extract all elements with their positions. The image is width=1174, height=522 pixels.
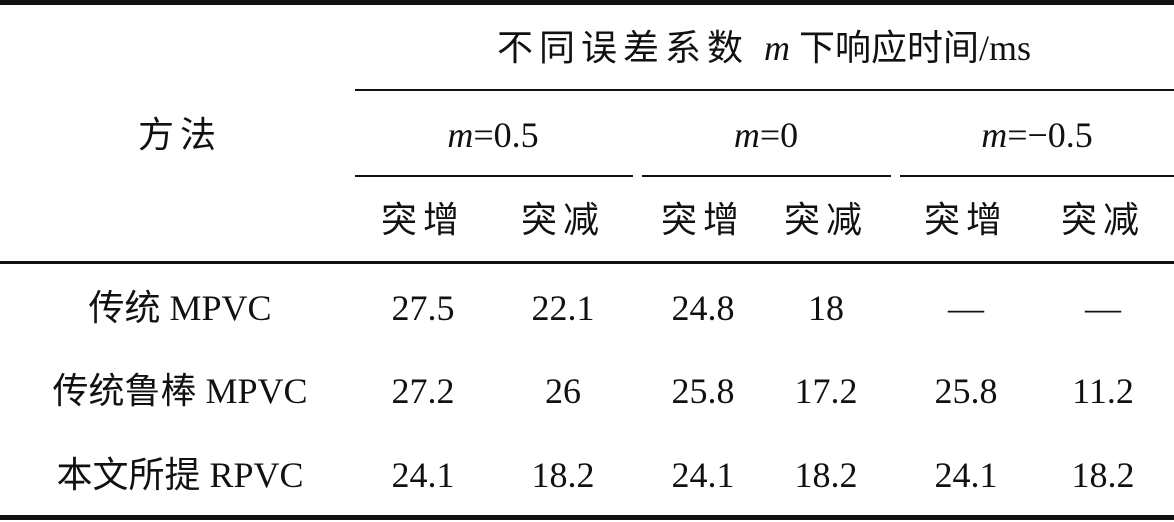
m-value: =0 — [759, 115, 799, 155]
value-cell: 18.2 — [794, 455, 858, 495]
m-value: =−0.5 — [1007, 115, 1093, 155]
m-var: m — [447, 115, 474, 155]
m-var: m — [733, 115, 760, 155]
m-group-rule-2 — [642, 175, 891, 177]
m-group-rule-1 — [355, 175, 633, 177]
value-cell: 24.1 — [391, 455, 455, 495]
value-cell: 17.2 — [794, 371, 858, 411]
method-header: 方法 — [137, 115, 223, 155]
value-cell: 22.1 — [531, 288, 595, 328]
top-rule — [0, 0, 1174, 5]
value-cell: 25.8 — [934, 371, 998, 411]
group-header-var: m — [764, 28, 790, 68]
value-cell: 24.8 — [671, 288, 735, 328]
sub-header: 突增 — [380, 200, 466, 240]
group-header-rule — [355, 89, 1174, 91]
m-var: m — [981, 115, 1008, 155]
bottom-rule — [0, 515, 1174, 520]
sub-header: 突减 — [1060, 200, 1146, 240]
method-cell: 传统 MPVC — [88, 288, 272, 328]
value-cell: 24.1 — [934, 455, 998, 495]
m-group-header: m=0 — [734, 117, 798, 153]
group-header: 不同误差系数 m 下响应时间/ms — [497, 30, 1031, 66]
value-cell: 18.2 — [1071, 455, 1135, 495]
value-cell: 18.2 — [531, 455, 595, 495]
header-bottom-rule — [0, 261, 1174, 264]
value-cell: 27.5 — [391, 288, 455, 328]
value-cell: — — [948, 288, 984, 328]
m-group-header: m=−0.5 — [981, 117, 1093, 153]
value-cell: 24.1 — [671, 455, 735, 495]
value-cell: 26 — [545, 371, 581, 411]
value-cell: 11.2 — [1072, 371, 1134, 411]
sub-header: 突增 — [923, 200, 1009, 240]
sub-header: 突增 — [660, 200, 746, 240]
method-cell: 传统鲁棒 MPVC — [52, 371, 308, 411]
value-cell: 25.8 — [671, 371, 735, 411]
group-header-suffix: 下响应时间/ms — [790, 28, 1032, 68]
value-cell: 18 — [808, 288, 844, 328]
m-group-rule-3 — [900, 175, 1174, 177]
sub-header: 突减 — [783, 200, 869, 240]
sub-header: 突减 — [520, 200, 606, 240]
group-header-prefix: 不同误差系数 — [496, 28, 764, 68]
m-group-header: m=0.5 — [447, 117, 538, 153]
method-cell: 本文所提 RPVC — [56, 455, 304, 495]
value-cell: — — [1085, 288, 1121, 328]
m-value: =0.5 — [473, 115, 539, 155]
value-cell: 27.2 — [391, 371, 455, 411]
